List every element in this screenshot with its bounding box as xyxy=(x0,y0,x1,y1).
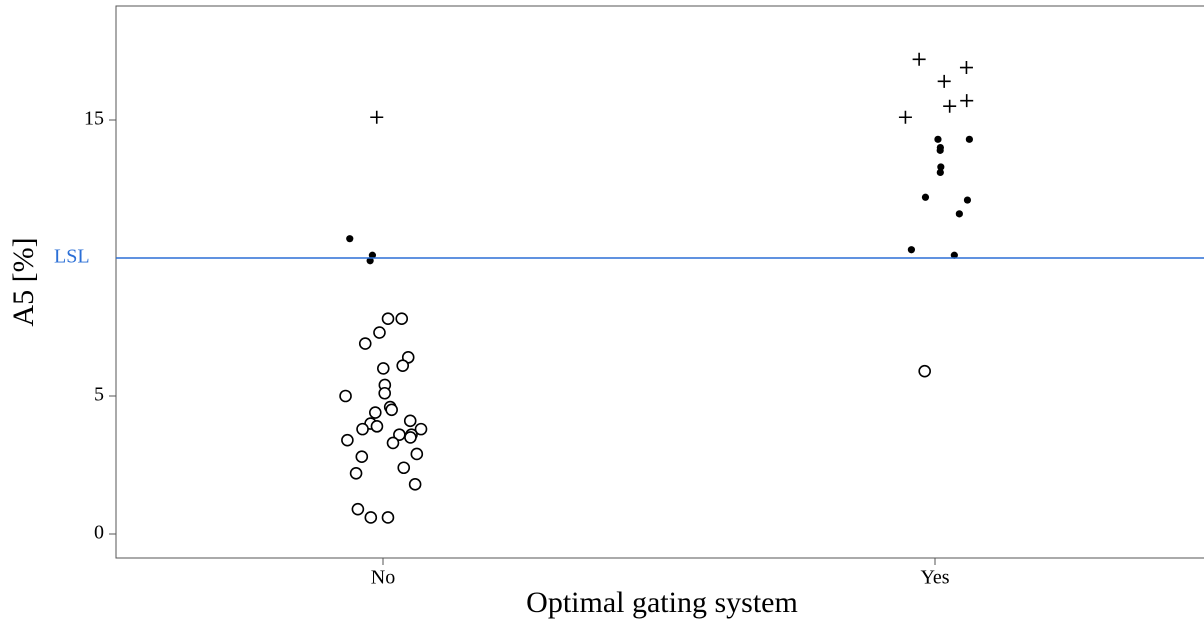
x-axis-ticks: No Yes xyxy=(371,558,950,589)
data-point-open-circle xyxy=(349,466,363,480)
data-point-open-circle xyxy=(403,414,417,428)
data-point-filled-dot xyxy=(950,251,958,259)
data-point-plus xyxy=(937,74,951,88)
data-point-open-circle xyxy=(381,511,395,524)
data-point-open-circle xyxy=(414,422,428,436)
data-point-open-circle xyxy=(381,312,395,326)
lsl-label: LSL xyxy=(54,246,90,268)
data-point-open-circle xyxy=(378,386,391,400)
chart-marks xyxy=(339,52,974,524)
plot-frame xyxy=(115,5,1204,559)
data-point-open-circle xyxy=(358,337,372,350)
data-point-filled-dot xyxy=(368,251,377,259)
data-point-open-circle xyxy=(356,422,369,436)
data-point-plus xyxy=(898,110,912,124)
y-tick-label: 0 xyxy=(94,522,104,544)
data-point-open-circle xyxy=(918,364,931,378)
data-point-open-circle xyxy=(408,478,422,491)
data-point-filled-dot xyxy=(921,193,930,201)
y-tick-label: 5 xyxy=(94,384,104,406)
data-point-plus xyxy=(960,94,974,108)
data-point-open-circle xyxy=(385,403,398,417)
data-point-open-circle xyxy=(396,359,410,372)
data-point-open-circle xyxy=(373,326,386,339)
data-point-filled-dot xyxy=(937,163,945,171)
x-axis-title: Optimal gating system xyxy=(526,586,798,619)
data-point-plus xyxy=(370,110,384,124)
data-point-open-circle xyxy=(369,406,382,419)
data-point-open-circle xyxy=(355,450,369,464)
data-point-plus xyxy=(959,61,973,75)
data-point-open-circle xyxy=(410,447,424,461)
data-point-open-circle xyxy=(386,436,400,450)
data-point-filled-dot xyxy=(965,135,973,143)
data-point-plus xyxy=(912,52,926,66)
y-axis-ticks: 0 5 15 xyxy=(84,108,116,544)
data-point-filled-dot xyxy=(955,210,963,218)
data-point-open-circle xyxy=(376,362,390,375)
data-point-open-circle xyxy=(351,502,365,516)
data-point-open-circle xyxy=(341,433,354,447)
data-point-open-circle xyxy=(397,461,411,475)
x-tick-label: Yes xyxy=(920,567,949,589)
data-point-plus xyxy=(943,99,957,113)
data-point-open-circle xyxy=(339,389,352,403)
y-axis-title: A5 [%] xyxy=(7,237,40,326)
y-tick-label: 15 xyxy=(84,108,104,130)
data-point-filled-dot xyxy=(934,135,942,143)
data-point-filled-dot xyxy=(963,196,972,204)
data-point-filled-dot xyxy=(366,257,374,265)
data-point-open-circle xyxy=(370,420,384,433)
data-point-open-circle xyxy=(404,431,417,444)
x-tick-label: No xyxy=(371,567,395,589)
data-point-open-circle xyxy=(395,312,409,326)
data-point-filled-dot xyxy=(907,246,916,254)
data-point-filled-dot xyxy=(346,235,354,243)
data-point-filled-dot xyxy=(936,146,944,154)
data-point-open-circle xyxy=(364,511,378,524)
data-point-filled-dot xyxy=(936,168,944,177)
